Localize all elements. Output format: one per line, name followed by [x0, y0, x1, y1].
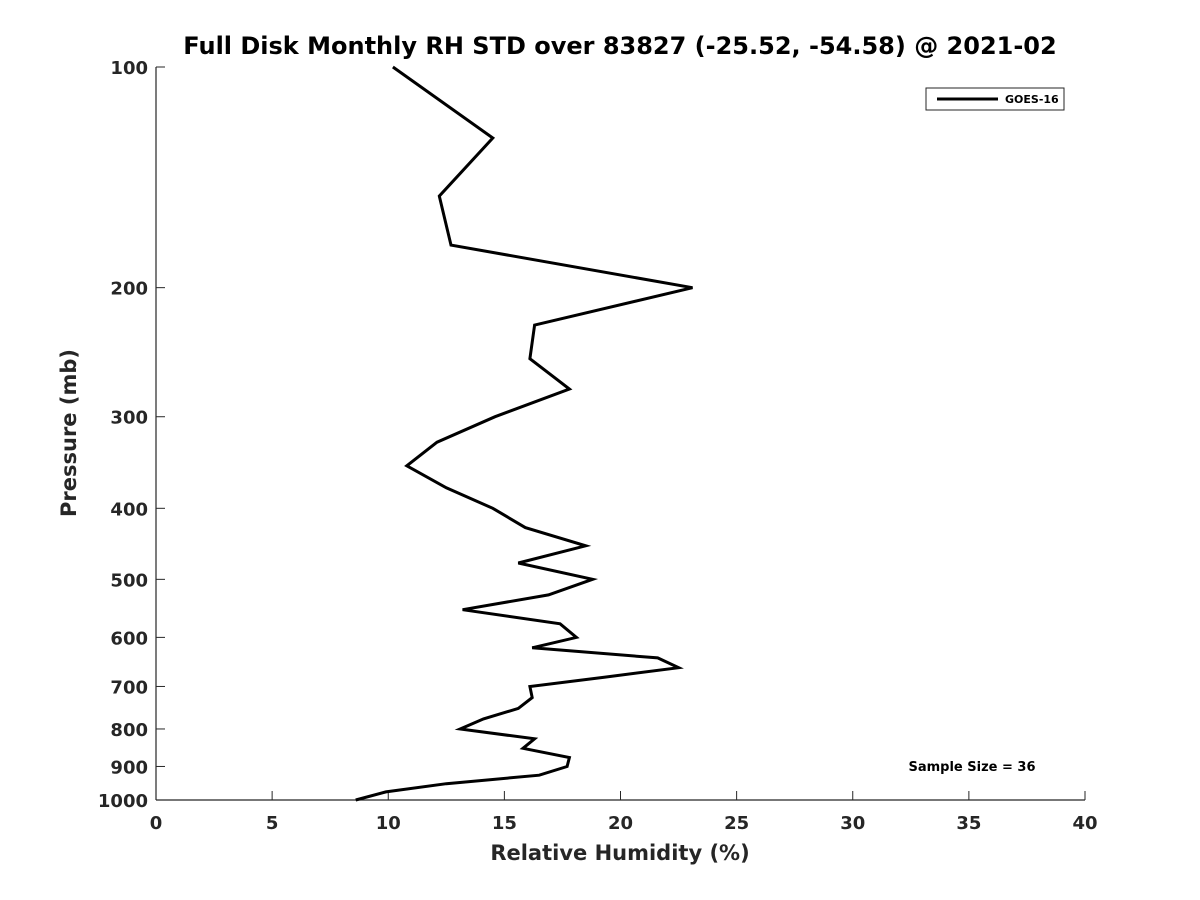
- y-tick-label: 300: [110, 408, 148, 429]
- sample-size-annotation: Sample Size = 36: [908, 760, 1035, 775]
- y-tick-label: 600: [110, 628, 148, 649]
- y-tick-label: 800: [110, 720, 148, 741]
- x-tick-label: 15: [492, 813, 517, 834]
- series-line-goes-16: [355, 65, 693, 802]
- x-tick-label: 25: [724, 813, 749, 834]
- x-tick-label: 20: [608, 813, 633, 834]
- y-tick-label: 200: [110, 279, 148, 300]
- y-tick-label: 400: [110, 499, 148, 520]
- y-tick-label: 500: [110, 570, 148, 591]
- x-tick-label: 30: [840, 813, 865, 834]
- x-tick-label: 40: [1072, 813, 1097, 834]
- y-tick-label: 100: [110, 58, 148, 79]
- y-tick-label: 700: [110, 677, 148, 698]
- x-tick-label: 0: [150, 813, 163, 834]
- x-axis-ticks: 0 5 10 15 20 25 30 35 40: [150, 791, 1098, 834]
- x-axis-label: Relative Humidity (%): [490, 841, 749, 865]
- x-tick-label: 10: [376, 813, 401, 834]
- x-tick-label: 5: [266, 813, 279, 834]
- legend: GOES-16: [925, 87, 1065, 111]
- plot-area: [155, 67, 1085, 801]
- x-tick-label: 35: [956, 813, 981, 834]
- chart-title: Full Disk Monthly RH STD over 83827 (-25…: [183, 32, 1056, 60]
- y-axis-label: Pressure (mb): [57, 349, 81, 517]
- plot-area-background: [156, 67, 1085, 800]
- y-tick-label: 900: [110, 757, 148, 778]
- y-tick-label: 1000: [98, 791, 148, 812]
- legend-label: GOES-16: [1005, 93, 1059, 106]
- y-axis-ticks: 100 200 300 400 500 600 700 800 900 1000: [98, 58, 165, 812]
